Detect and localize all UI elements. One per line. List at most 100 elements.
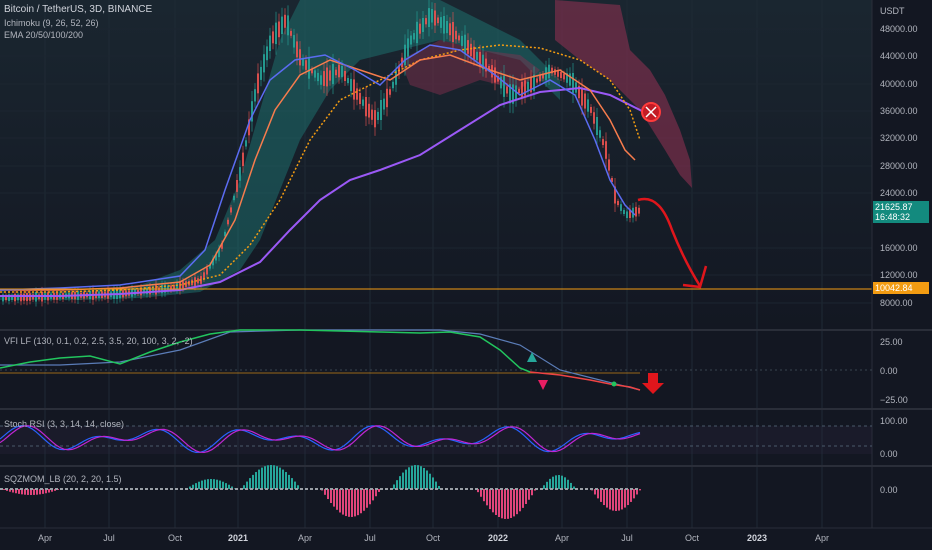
price-tick: 36000.00	[880, 106, 918, 116]
ema-legend[interactable]: EMA 20/50/100/200	[4, 30, 84, 40]
sqzmom-bar	[357, 489, 359, 516]
stoch-rsi-legend[interactable]: Stoch RSI (3, 3, 14, 14, close)	[4, 419, 125, 429]
support-price-tag: 10042.84	[873, 282, 929, 294]
stoch-k-line	[0, 425, 641, 454]
sqzmom-bar	[495, 489, 497, 515]
sqzmom-bar	[12, 489, 14, 493]
sqzmom-pane[interactable]	[0, 465, 641, 519]
sqzmom-bar	[558, 475, 560, 489]
price-tick: 12000.00	[880, 270, 918, 280]
sqzmom-bar	[420, 466, 422, 489]
sqzmom-bar	[402, 472, 404, 489]
sqzmom-bar	[15, 489, 17, 494]
sqzmom-bar	[51, 489, 53, 492]
sqzmom-bar	[24, 489, 26, 495]
symbol-title[interactable]: Bitcoin / TetherUS, 3D, BINANCE	[4, 4, 153, 15]
ema-100-line	[0, 44, 641, 293]
sqzmom-bar	[522, 489, 524, 508]
sqzmom-bar	[501, 489, 503, 519]
time-tick: Apr	[814, 533, 830, 543]
sqzmom-bar	[216, 479, 218, 489]
sqzmom-bar	[327, 489, 329, 500]
sqzmom-bar	[507, 489, 509, 519]
sqzmom-bar	[492, 489, 494, 513]
sqzmom-bar	[573, 486, 575, 489]
sqzmom-bar	[543, 485, 545, 489]
price-tick: 28000.00	[880, 161, 918, 171]
sqzmom-bar	[45, 489, 47, 494]
time-tick: Jul	[364, 533, 376, 543]
ema-200-line	[0, 86, 656, 297]
sqzmom-bar	[291, 478, 293, 489]
sqzmom-bar	[198, 481, 200, 489]
stoch-d-line	[0, 425, 641, 454]
sqzmom-bar	[621, 489, 623, 510]
bearish-annotation	[637, 102, 708, 289]
sqzmom-bar	[504, 489, 506, 519]
sqzmom-bar	[246, 481, 248, 489]
time-tick: Apr	[37, 533, 53, 543]
sqzmom-bar	[258, 469, 260, 489]
sqzmom-bar	[189, 486, 191, 489]
time-tick-year: 2022	[487, 533, 509, 543]
sqzmom-bar	[408, 467, 410, 489]
sqzmom-bar	[489, 489, 491, 510]
sqzmom-bar	[195, 483, 197, 489]
sqzmom-bar	[33, 489, 35, 495]
sqzmom-bar	[438, 485, 440, 489]
price-axis-unit: USDT	[880, 6, 905, 16]
sqzmom-bar	[549, 478, 551, 489]
stoch-tick: 0.00	[880, 449, 898, 459]
sqzmom-bar	[9, 489, 11, 492]
sqzmom-bar	[219, 480, 221, 489]
sqzmom-bar	[594, 489, 596, 495]
sqzmom-bar	[255, 472, 257, 489]
sqzmom-histogram	[3, 465, 641, 519]
sqzmom-bar	[600, 489, 602, 502]
sqzmom-bar	[525, 489, 527, 504]
stoch-rsi-pane[interactable]	[0, 425, 872, 454]
sqzmom-bar	[348, 489, 350, 517]
ema-50-line	[0, 54, 636, 291]
sqzmom-bar	[279, 467, 281, 489]
sqzmom-bar	[48, 489, 50, 493]
sqzmom-bar	[36, 489, 38, 495]
sqzmom-bar	[351, 489, 353, 517]
sqzmom-bar	[225, 483, 227, 489]
sqzmom-bar	[213, 479, 215, 489]
sqzmom-bar	[513, 489, 515, 517]
sqzmom-bar	[345, 489, 347, 517]
sqzmom-bar	[498, 489, 500, 518]
sqzmom-bar	[624, 489, 626, 508]
time-tick: Jul	[103, 533, 115, 543]
ichimoku-cloud-bearish	[555, 0, 692, 188]
sqzmom-bar	[429, 473, 431, 489]
stoch-tick: 100.00	[880, 416, 908, 426]
sqzmom-bar	[555, 475, 557, 489]
sqzmom-bar	[405, 469, 407, 489]
sqzmom-bar	[243, 485, 245, 489]
bar-countdown: 16:48:32	[875, 212, 911, 222]
sqzmom-bar	[486, 489, 488, 506]
vfi-legend[interactable]: VFI LF (130, 0.1, 0.2, 2.5, 3.5, 20, 100…	[4, 336, 193, 346]
ichimoku-legend[interactable]: Ichimoku (9, 26, 52, 26)	[4, 18, 99, 28]
sqzmom-legend[interactable]: SQZMOM_LB (20, 2, 20, 1.5)	[4, 474, 122, 484]
sqzmom-bar	[270, 465, 272, 489]
last-price-tag: 21625.87 16:48:32	[873, 201, 929, 223]
time-tick: Apr	[554, 533, 570, 543]
sqzmom-bar	[342, 489, 344, 515]
sqzmom-bar	[366, 489, 368, 508]
sqzmom-bar	[435, 481, 437, 489]
sqzmom-bar	[564, 477, 566, 489]
sqzmom-bar	[423, 467, 425, 489]
sqzmom-bar	[3, 489, 5, 490]
sqzmom-bar	[204, 479, 206, 489]
sqzmom-bar	[618, 489, 620, 511]
sqzmom-bar	[39, 489, 41, 495]
sqzmom-bar	[201, 480, 203, 489]
sqzmom-bar	[417, 465, 419, 489]
sqzmom-bar	[432, 477, 434, 489]
vfi-pane[interactable]	[0, 329, 872, 394]
sqzmom-bar	[339, 489, 341, 513]
